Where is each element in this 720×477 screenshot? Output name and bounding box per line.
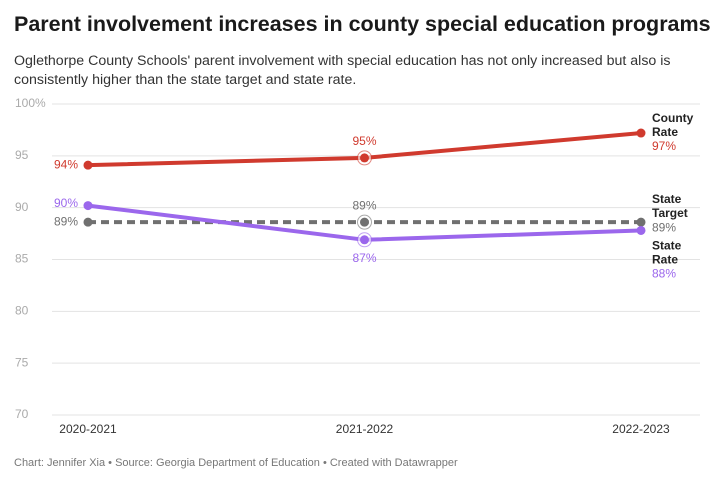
- end-value-label: 89%: [652, 220, 676, 234]
- series-label-line: State: [652, 192, 685, 206]
- value-label: 95%: [352, 134, 376, 148]
- data-point: [360, 217, 369, 227]
- data-point: [360, 235, 369, 245]
- series-label-line: Rate: [652, 253, 678, 267]
- series-label-line: State: [652, 239, 685, 253]
- data-point: [83, 160, 93, 170]
- x-tick-label: 2021-2022: [336, 422, 394, 436]
- value-label: 90%: [54, 196, 78, 210]
- series-label: State Target: [652, 192, 688, 220]
- value-label: 87%: [352, 251, 376, 265]
- series-label: County Rate: [652, 111, 697, 139]
- data-point: [83, 201, 93, 211]
- series-label-line: Rate: [652, 125, 678, 139]
- y-tick-label: 100%: [15, 96, 46, 110]
- series-label-line: Target: [652, 206, 688, 220]
- end-value-label: 97%: [652, 139, 676, 153]
- source-note: Chart: Jennifer Xia • Source: Georgia De…: [14, 457, 458, 469]
- series-label: State Rate: [652, 239, 685, 267]
- y-tick-label: 95: [15, 148, 29, 162]
- data-point: [636, 128, 646, 138]
- y-tick-label: 85: [15, 252, 29, 266]
- y-tick-label: 80: [15, 304, 29, 318]
- value-label: 89%: [54, 214, 78, 228]
- end-value-label: 88%: [652, 267, 676, 281]
- data-point: [360, 153, 369, 163]
- series-label-line: County: [652, 111, 697, 125]
- data-point: [83, 217, 93, 227]
- x-tick-label: 2022-2023: [612, 422, 670, 436]
- y-tick-label: 90: [15, 200, 29, 214]
- chart-subtitle: Oglethorpe County Schools' parent involv…: [14, 53, 671, 88]
- x-tick-label: 2020-2021: [59, 422, 117, 436]
- value-label: 94%: [54, 157, 78, 171]
- chart-title: Parent involvement increases in county s…: [14, 12, 711, 36]
- data-point: [636, 217, 646, 227]
- value-label: 89%: [352, 198, 376, 212]
- y-tick-label: 70: [15, 407, 29, 421]
- data-point: [636, 225, 646, 235]
- y-tick-label: 75: [15, 355, 29, 369]
